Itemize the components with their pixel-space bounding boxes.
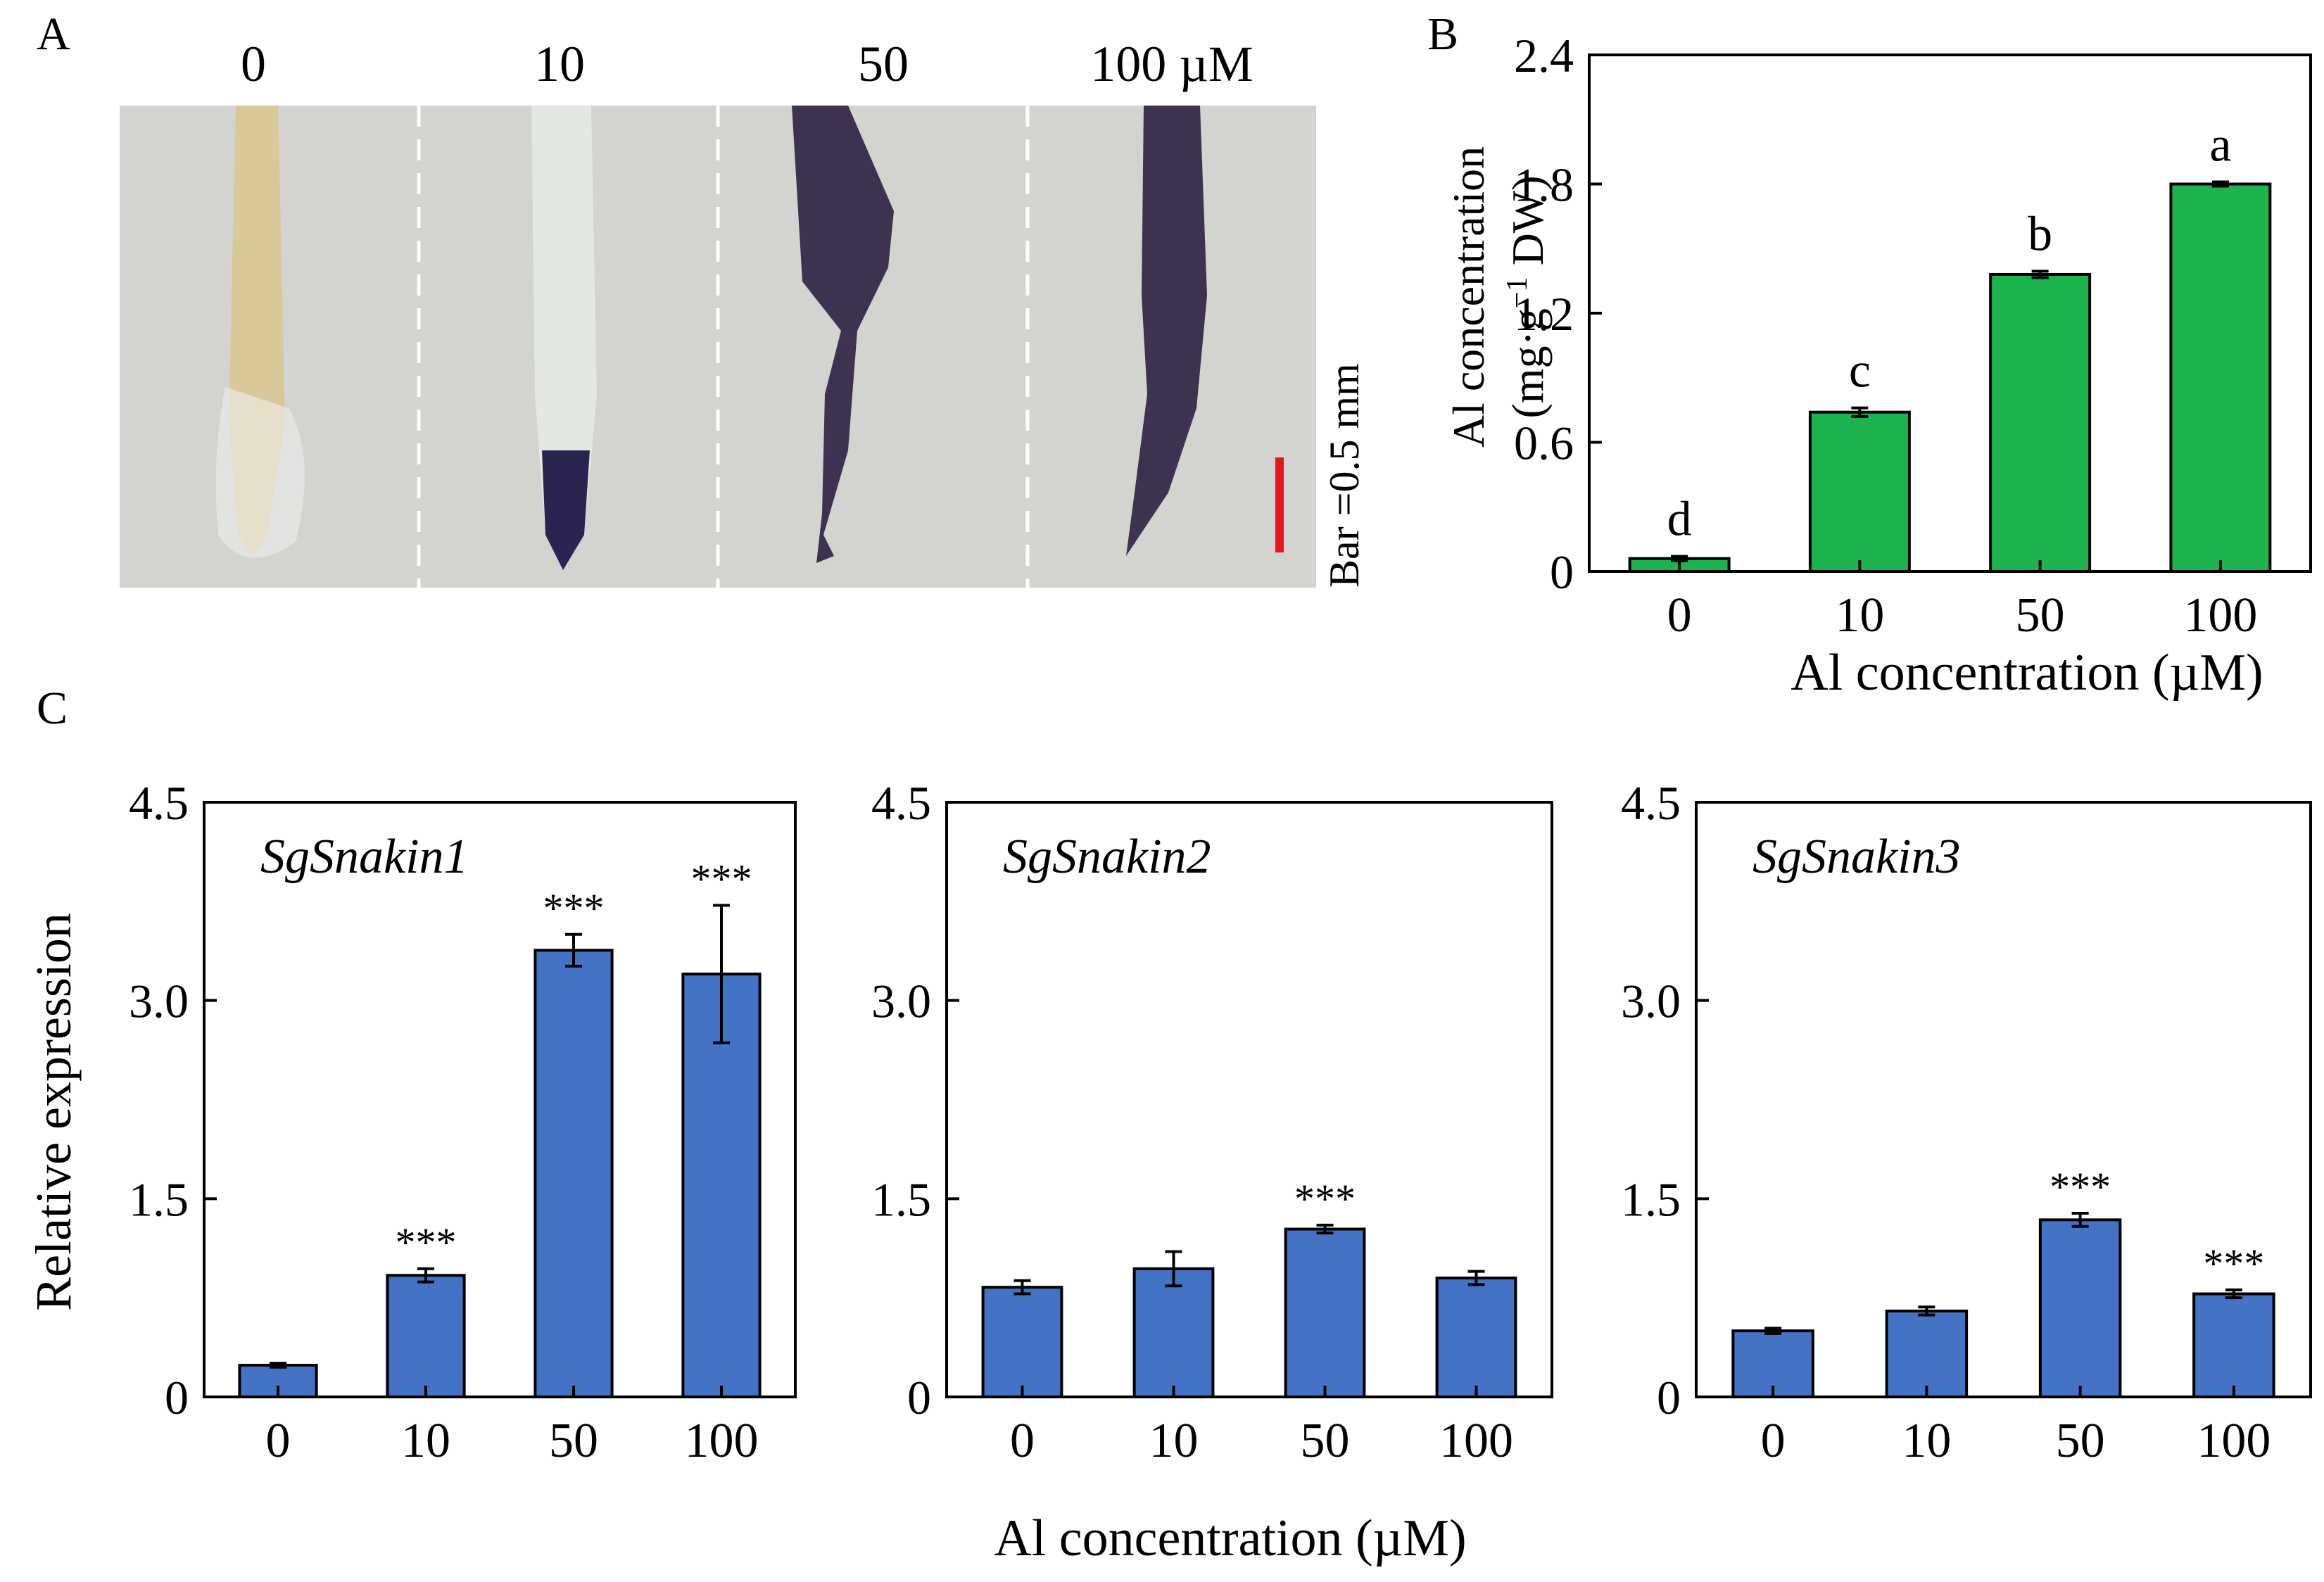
- panel-c-ylabel: Relative expression: [25, 913, 82, 1311]
- chart-C2-xtick-label: 10: [1149, 1414, 1199, 1468]
- chart-C1-significance: ***: [543, 885, 605, 931]
- chart-C2-gene-title: SgSnakin2: [1003, 830, 1211, 884]
- chart-C1-bar: [533, 949, 614, 1399]
- panel-a-label: A: [37, 8, 70, 60]
- chart-C1-ytick-label: 4.5: [129, 776, 189, 830]
- chart-B-xtick-label: 100: [2183, 588, 2257, 643]
- root-0um-sheath: [215, 387, 305, 558]
- chart-C3-ytick-label: 4.5: [1621, 776, 1681, 830]
- panel-c3-chart: 0 1.5 3.0 4.5 0 10 50 *** 100 *** SgSnakin3: [1621, 776, 2312, 1468]
- panel-b-ylabel-exponent: −1: [1501, 277, 1534, 308]
- conc-label-100: 100 µM: [1090, 36, 1253, 92]
- chart-B-sig-letter: c: [1849, 344, 1871, 398]
- chart-C3-significance: ***: [2050, 1164, 2111, 1210]
- chart-B-xtick-label: 50: [2016, 588, 2065, 643]
- panel-c-label: C: [37, 683, 68, 734]
- root-50um: [792, 106, 894, 563]
- chart-B-ytick-label: 0: [1550, 545, 1574, 599]
- chart-C2-bar: [981, 1286, 1063, 1398]
- chart-B-sig-letter: d: [1667, 493, 1692, 547]
- chart-C3-ytick-label: 1.5: [1621, 1172, 1681, 1226]
- chart-C2-xtick-label: 0: [1010, 1414, 1035, 1468]
- chart-C3-gene-title: SgSnakin3: [1753, 830, 1961, 884]
- panel-c-xlabel: Al concentration (µM): [994, 1510, 1466, 1567]
- chart-C2-ytick-label: 4.5: [871, 776, 931, 830]
- chart-C3-bar: [1885, 1309, 1969, 1399]
- panel-b-xlabel: Al concentration (µM): [1791, 644, 2263, 702]
- chart-C3-ytick-label: 0: [1657, 1371, 1681, 1424]
- scale-bar-label: Bar =0.5 mm: [1321, 363, 1368, 588]
- chart-C3-xtick-label: 10: [1902, 1414, 1951, 1468]
- chart-C1-frame: [203, 801, 797, 1398]
- chart-C1-gene-title: SgSnakin1: [260, 830, 469, 884]
- chart-C1-significance: ***: [691, 856, 752, 901]
- chart-B-ytick-label: 1.2: [1514, 287, 1574, 341]
- chart-B-ytick-label: 2.4: [1514, 29, 1574, 82]
- chart-C1-bar: [386, 1274, 466, 1398]
- chart-C1-xtick-label: 10: [401, 1414, 450, 1468]
- panel-b-ylabel-unit: (mg·g: [1503, 308, 1553, 418]
- panel-c2-chart: 0 1.5 3.0 4.5 0 10 50 *** 100 SgSnakin2: [871, 776, 1553, 1468]
- chart-C2-bar: [1132, 1267, 1215, 1399]
- root-100um: [1126, 106, 1207, 556]
- chart-C1-bar: [681, 973, 762, 1398]
- chart-C2-ytick-label: 0: [907, 1371, 931, 1424]
- chart-C2-significance: ***: [1294, 1176, 1356, 1222]
- chart-C2-ytick-label: 3.0: [871, 975, 931, 1028]
- chart-C1-xtick-label: 50: [549, 1414, 598, 1468]
- chart-B-bar: [1808, 410, 1911, 574]
- panel-b-ylabel-line2: (mg·g−1 DW): [1501, 175, 1553, 418]
- chart-B-xtick-label: 0: [1667, 588, 1692, 643]
- chart-C3-significance: ***: [2203, 1241, 2264, 1286]
- conc-label-50: 50: [858, 36, 909, 92]
- root-10um-stained-tip: [542, 450, 590, 570]
- chart-C3-xtick-label: 50: [2056, 1414, 2105, 1468]
- chart-B-ytick-label: 1.8: [1514, 158, 1574, 212]
- panel-b-label: B: [1427, 8, 1458, 60]
- panel-b-chart: 0 0.6 1.2 1.8 2.4 0 d 10 c 50 b 100 a: [1514, 29, 2312, 643]
- panel-b-ylabel-dw: DW): [1503, 175, 1553, 277]
- chart-C2-bar: [1435, 1277, 1517, 1398]
- panel-b-ylabel-line1: Al concentration: [1444, 146, 1493, 448]
- chart-C1-ytick-label: 3.0: [129, 975, 189, 1028]
- chart-C1-xtick-label: 0: [266, 1414, 291, 1468]
- conc-label-10: 10: [534, 36, 585, 92]
- conc-label-0: 0: [241, 36, 266, 92]
- chart-C1-significance: ***: [396, 1220, 457, 1265]
- chart-C2-bar: [1284, 1227, 1366, 1398]
- panel-c1-chart: 0 1.5 3.0 4.5 0 10 *** 50 *** 100 *** SgSnakin1: [129, 776, 797, 1468]
- chart-C3-bar: [1731, 1329, 1814, 1398]
- chart-C3-xtick-label: 100: [2197, 1414, 2271, 1468]
- panel-a-photo: [120, 106, 1316, 588]
- chart-C2-ytick-label: 1.5: [871, 1172, 931, 1226]
- chart-C2-frame: [945, 801, 1553, 1398]
- chart-C1-ytick-label: 0: [165, 1371, 189, 1424]
- chart-B-sig-letter: a: [2209, 118, 2231, 172]
- chart-B-ytick-label: 0.6: [1514, 417, 1574, 470]
- chart-C3-bar: [2038, 1218, 2122, 1399]
- chart-B-xtick-label: 10: [1835, 588, 1884, 643]
- chart-C3-ytick-label: 3.0: [1621, 975, 1681, 1028]
- chart-B-bar: [1989, 272, 2092, 573]
- chart-C3-frame: [1695, 801, 2312, 1398]
- chart-C2-xtick-label: 50: [1301, 1414, 1350, 1468]
- chart-C3-bar: [2192, 1292, 2275, 1398]
- chart-C1-ytick-label: 1.5: [129, 1172, 189, 1226]
- chart-C2-xtick-label: 100: [1439, 1414, 1513, 1468]
- chart-C1-xtick-label: 100: [685, 1414, 759, 1468]
- chart-C3-xtick-label: 0: [1761, 1414, 1786, 1468]
- chart-B-sig-letter: b: [2028, 207, 2052, 261]
- chart-B-bar: [2169, 182, 2272, 573]
